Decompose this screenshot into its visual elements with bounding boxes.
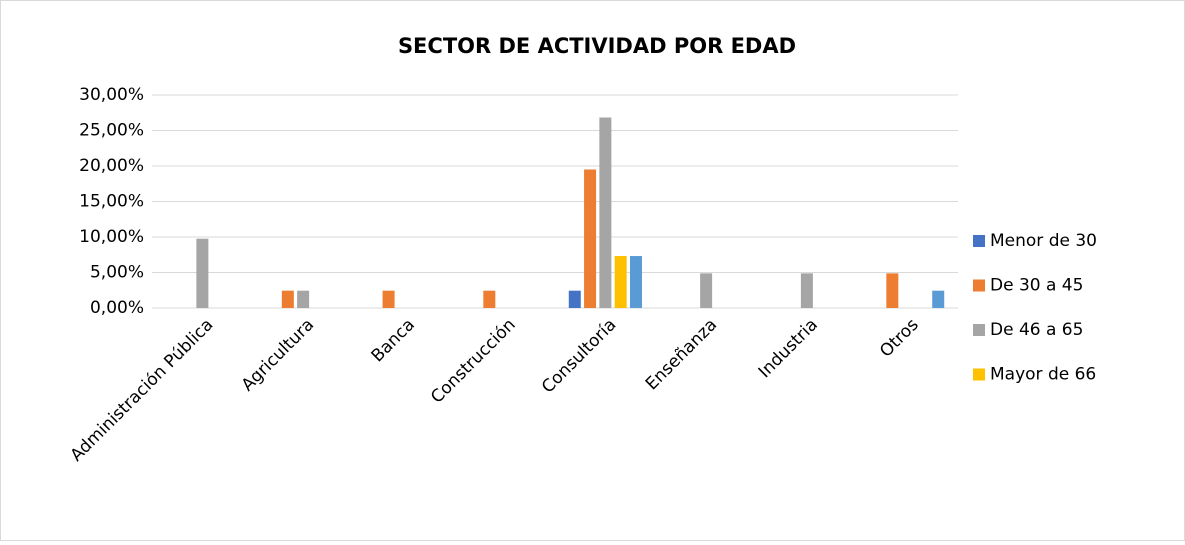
bar [614,256,627,308]
legend-swatch [973,324,985,336]
bar [886,273,899,308]
bar [281,290,294,308]
y-tick-label: 0,00% [90,298,144,318]
bar [568,290,581,308]
y-tick-label: 20,00% [79,156,144,176]
y-tick-label: 5,00% [90,263,144,283]
y-tick-label: 10,00% [79,227,144,247]
legend-label: De 46 a 65 [990,320,1083,340]
bar [584,169,597,308]
y-tick-label: 15,00% [79,192,144,212]
chart-title: SECTOR DE ACTIVIDAD POR EDAD [398,34,796,58]
bar [297,290,310,308]
y-tick-label: 30,00% [79,85,144,105]
bar [700,273,713,308]
bar [599,117,612,308]
bar [932,290,945,308]
legend-swatch [973,235,985,247]
legend-label: Menor de 30 [990,231,1097,251]
legend-swatch [973,368,985,381]
legend-swatch [973,279,985,292]
y-tick-label: 25,00% [79,121,144,141]
bar [629,256,642,308]
bar [800,273,813,308]
bar [483,290,496,308]
legend-label: Mayor de 66 [990,365,1096,385]
legend-label: De 30 a 45 [990,276,1083,296]
bar [382,290,395,308]
bar [196,238,209,308]
